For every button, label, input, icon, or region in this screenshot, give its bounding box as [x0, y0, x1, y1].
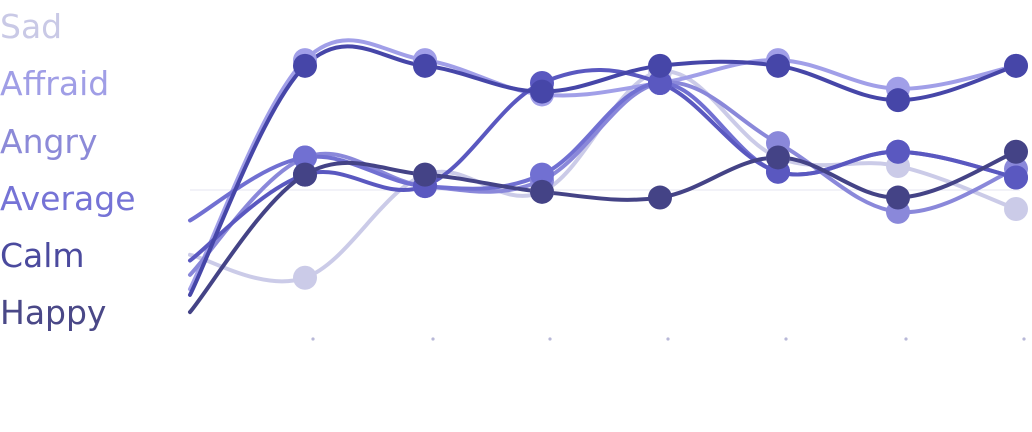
y-label-happy: Happy — [0, 293, 107, 332]
series-7-point-5 — [766, 145, 790, 170]
series-4-point-3 — [530, 162, 554, 187]
series-5-point-7 — [1004, 165, 1028, 190]
x-tick-2 — [431, 337, 435, 341]
series-6-point-1 — [293, 53, 317, 78]
series-6-point-5 — [766, 53, 790, 78]
series-4-point-1 — [293, 145, 317, 170]
x-tick-6 — [904, 337, 908, 341]
series-5-point-4 — [648, 71, 672, 95]
y-label-affraid: Affraid — [0, 64, 110, 103]
x-tick-7 — [1022, 337, 1026, 341]
x-tick-1 — [311, 337, 315, 341]
series-7-point-1 — [293, 162, 317, 187]
x-tick-3 — [548, 337, 552, 341]
y-label-sad: Sad — [0, 7, 63, 46]
series-7-point-2 — [413, 162, 437, 187]
series-7-point-7 — [1004, 139, 1028, 164]
series-6-point-3 — [530, 79, 554, 104]
series-7-point-6 — [886, 185, 910, 210]
y-label-calm: Calm — [0, 236, 85, 275]
x-tick-4 — [666, 337, 670, 341]
y-label-angry: Angry — [0, 122, 98, 161]
series-6-point-4 — [648, 53, 672, 78]
series-1-point-1 — [293, 265, 317, 290]
series-6-point-6 — [886, 88, 910, 113]
series-6-point-7 — [1004, 53, 1028, 78]
y-label-average: Average — [0, 179, 136, 218]
series-7-point-4 — [648, 185, 672, 210]
series-5-point-6 — [886, 139, 910, 164]
series-6-point-2 — [413, 53, 437, 78]
series-7-point-3 — [530, 179, 554, 204]
series-1-point-7 — [1004, 197, 1028, 221]
x-tick-5 — [784, 337, 788, 341]
